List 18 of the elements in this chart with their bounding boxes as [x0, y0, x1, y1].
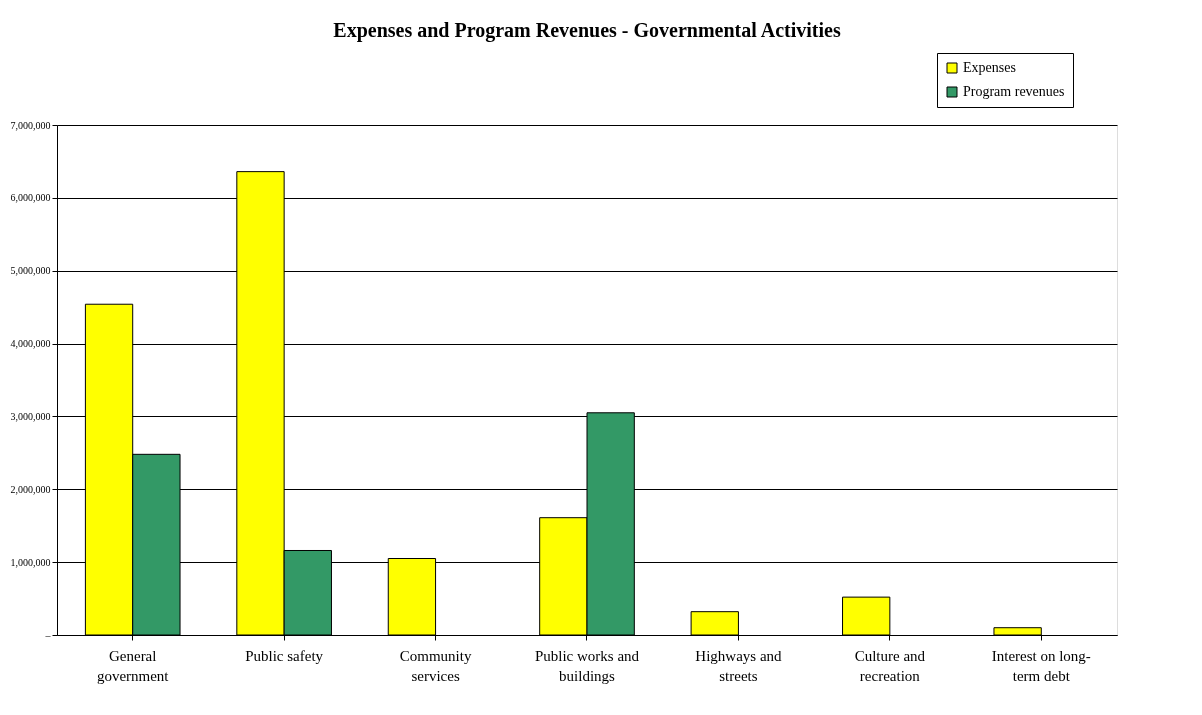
x-tick-label: Culture and recreation: [854, 647, 926, 684]
y-tick-label: 5,000,000: [10, 265, 51, 277]
y-tick-label: 3,000,000: [10, 410, 51, 422]
y-tick-label: 6,000,000: [10, 192, 51, 204]
x-tick-label: Interest on long-term debt: [991, 647, 1091, 684]
x-tick-label: General government: [96, 647, 170, 684]
y-tick-label: 1,000,000: [10, 556, 51, 568]
x-tick-label: Public safety: [245, 647, 324, 664]
legend-label: Expenses: [963, 60, 1016, 75]
x-tick-label: Community services: [399, 647, 472, 684]
y-tick-label: 2,000,000: [10, 483, 51, 495]
x-tick-label: Highways and streets: [695, 647, 783, 684]
y-tick-label: 7,000,000: [10, 119, 51, 131]
y-tick-label: 4,000,000: [10, 338, 51, 350]
x-tick-label: Public works and buildings: [534, 647, 640, 684]
chart-title: Expenses and Program Revenues - Governmental Activities: [333, 18, 841, 42]
y-tick-label: –: [44, 629, 52, 641]
legend-label: Program revenues: [963, 84, 1065, 99]
